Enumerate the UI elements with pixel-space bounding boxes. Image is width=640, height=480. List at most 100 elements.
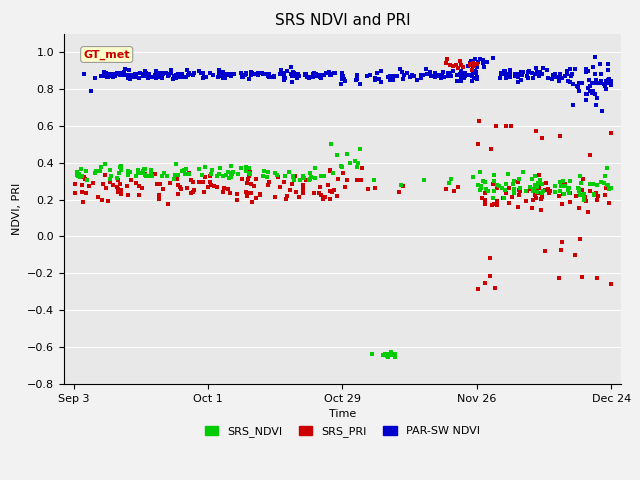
Point [311,70,321,77]
Point [563,187,573,194]
Point [456,67,466,75]
Point [588,190,598,197]
Point [276,67,287,74]
Point [104,175,115,183]
Point [488,194,498,202]
Point [505,69,515,76]
Point [123,168,133,175]
Point [499,67,509,75]
Point [246,180,256,188]
Point [465,60,476,67]
Point [163,70,173,78]
Point [501,73,511,81]
Point [564,189,575,197]
Point [244,168,255,176]
Point [356,177,366,184]
Point [542,66,552,73]
X-axis label: Time: Time [329,409,356,419]
Point [479,63,490,71]
Point [279,179,289,186]
Point [165,179,175,187]
Point [237,175,248,183]
Point [307,73,317,81]
Point [532,189,543,196]
Point [564,184,574,192]
Point [209,71,219,78]
Point [568,80,578,88]
Point [370,76,380,84]
Point [289,176,299,184]
Point [299,174,309,181]
Point [468,59,478,67]
Point [175,72,186,80]
Point [554,274,564,282]
Point [275,183,285,191]
Point [224,174,234,182]
Point [338,168,348,176]
Point [378,351,388,359]
Point [70,189,80,196]
Point [301,71,311,78]
Point [172,181,182,189]
Point [340,183,350,191]
Point [284,168,294,176]
Point [298,186,308,193]
Point [588,180,598,187]
Point [287,172,298,180]
Point [198,74,208,82]
Point [473,181,483,189]
Point [241,69,252,76]
Point [315,183,325,191]
Point [182,66,192,74]
Point [316,172,326,180]
Point [527,196,538,204]
Point [534,181,544,189]
Point [115,70,125,78]
Point [565,199,575,206]
Point [147,172,157,180]
Point [287,173,298,180]
Point [564,190,575,197]
Point [445,60,455,68]
Point [579,196,589,204]
Point [605,184,616,192]
Point [576,179,586,187]
Point [152,180,162,188]
Point [96,72,106,80]
Point [543,74,554,82]
Point [90,169,100,177]
Point [311,72,321,80]
Point [406,71,417,79]
Point [405,73,415,81]
Point [374,75,384,83]
Point [281,195,291,203]
Point [598,80,609,88]
Point [600,192,611,199]
Point [84,182,94,190]
Point [99,68,109,76]
Point [458,69,468,77]
Point [535,69,545,76]
Point [243,176,253,183]
Point [581,68,591,76]
Point [565,178,575,185]
Point [592,196,602,204]
Point [559,182,570,190]
Point [79,71,90,78]
Point [513,204,523,211]
Point [226,173,236,180]
Point [529,187,539,194]
Point [352,163,362,170]
Point [217,72,227,80]
Point [101,70,111,77]
Point [286,63,296,71]
Point [144,70,154,77]
Point [493,182,504,190]
Point [442,55,452,62]
Point [170,171,180,179]
Point [501,180,511,187]
Point [451,61,461,69]
Point [543,185,553,193]
Point [476,184,486,192]
Point [590,91,600,98]
